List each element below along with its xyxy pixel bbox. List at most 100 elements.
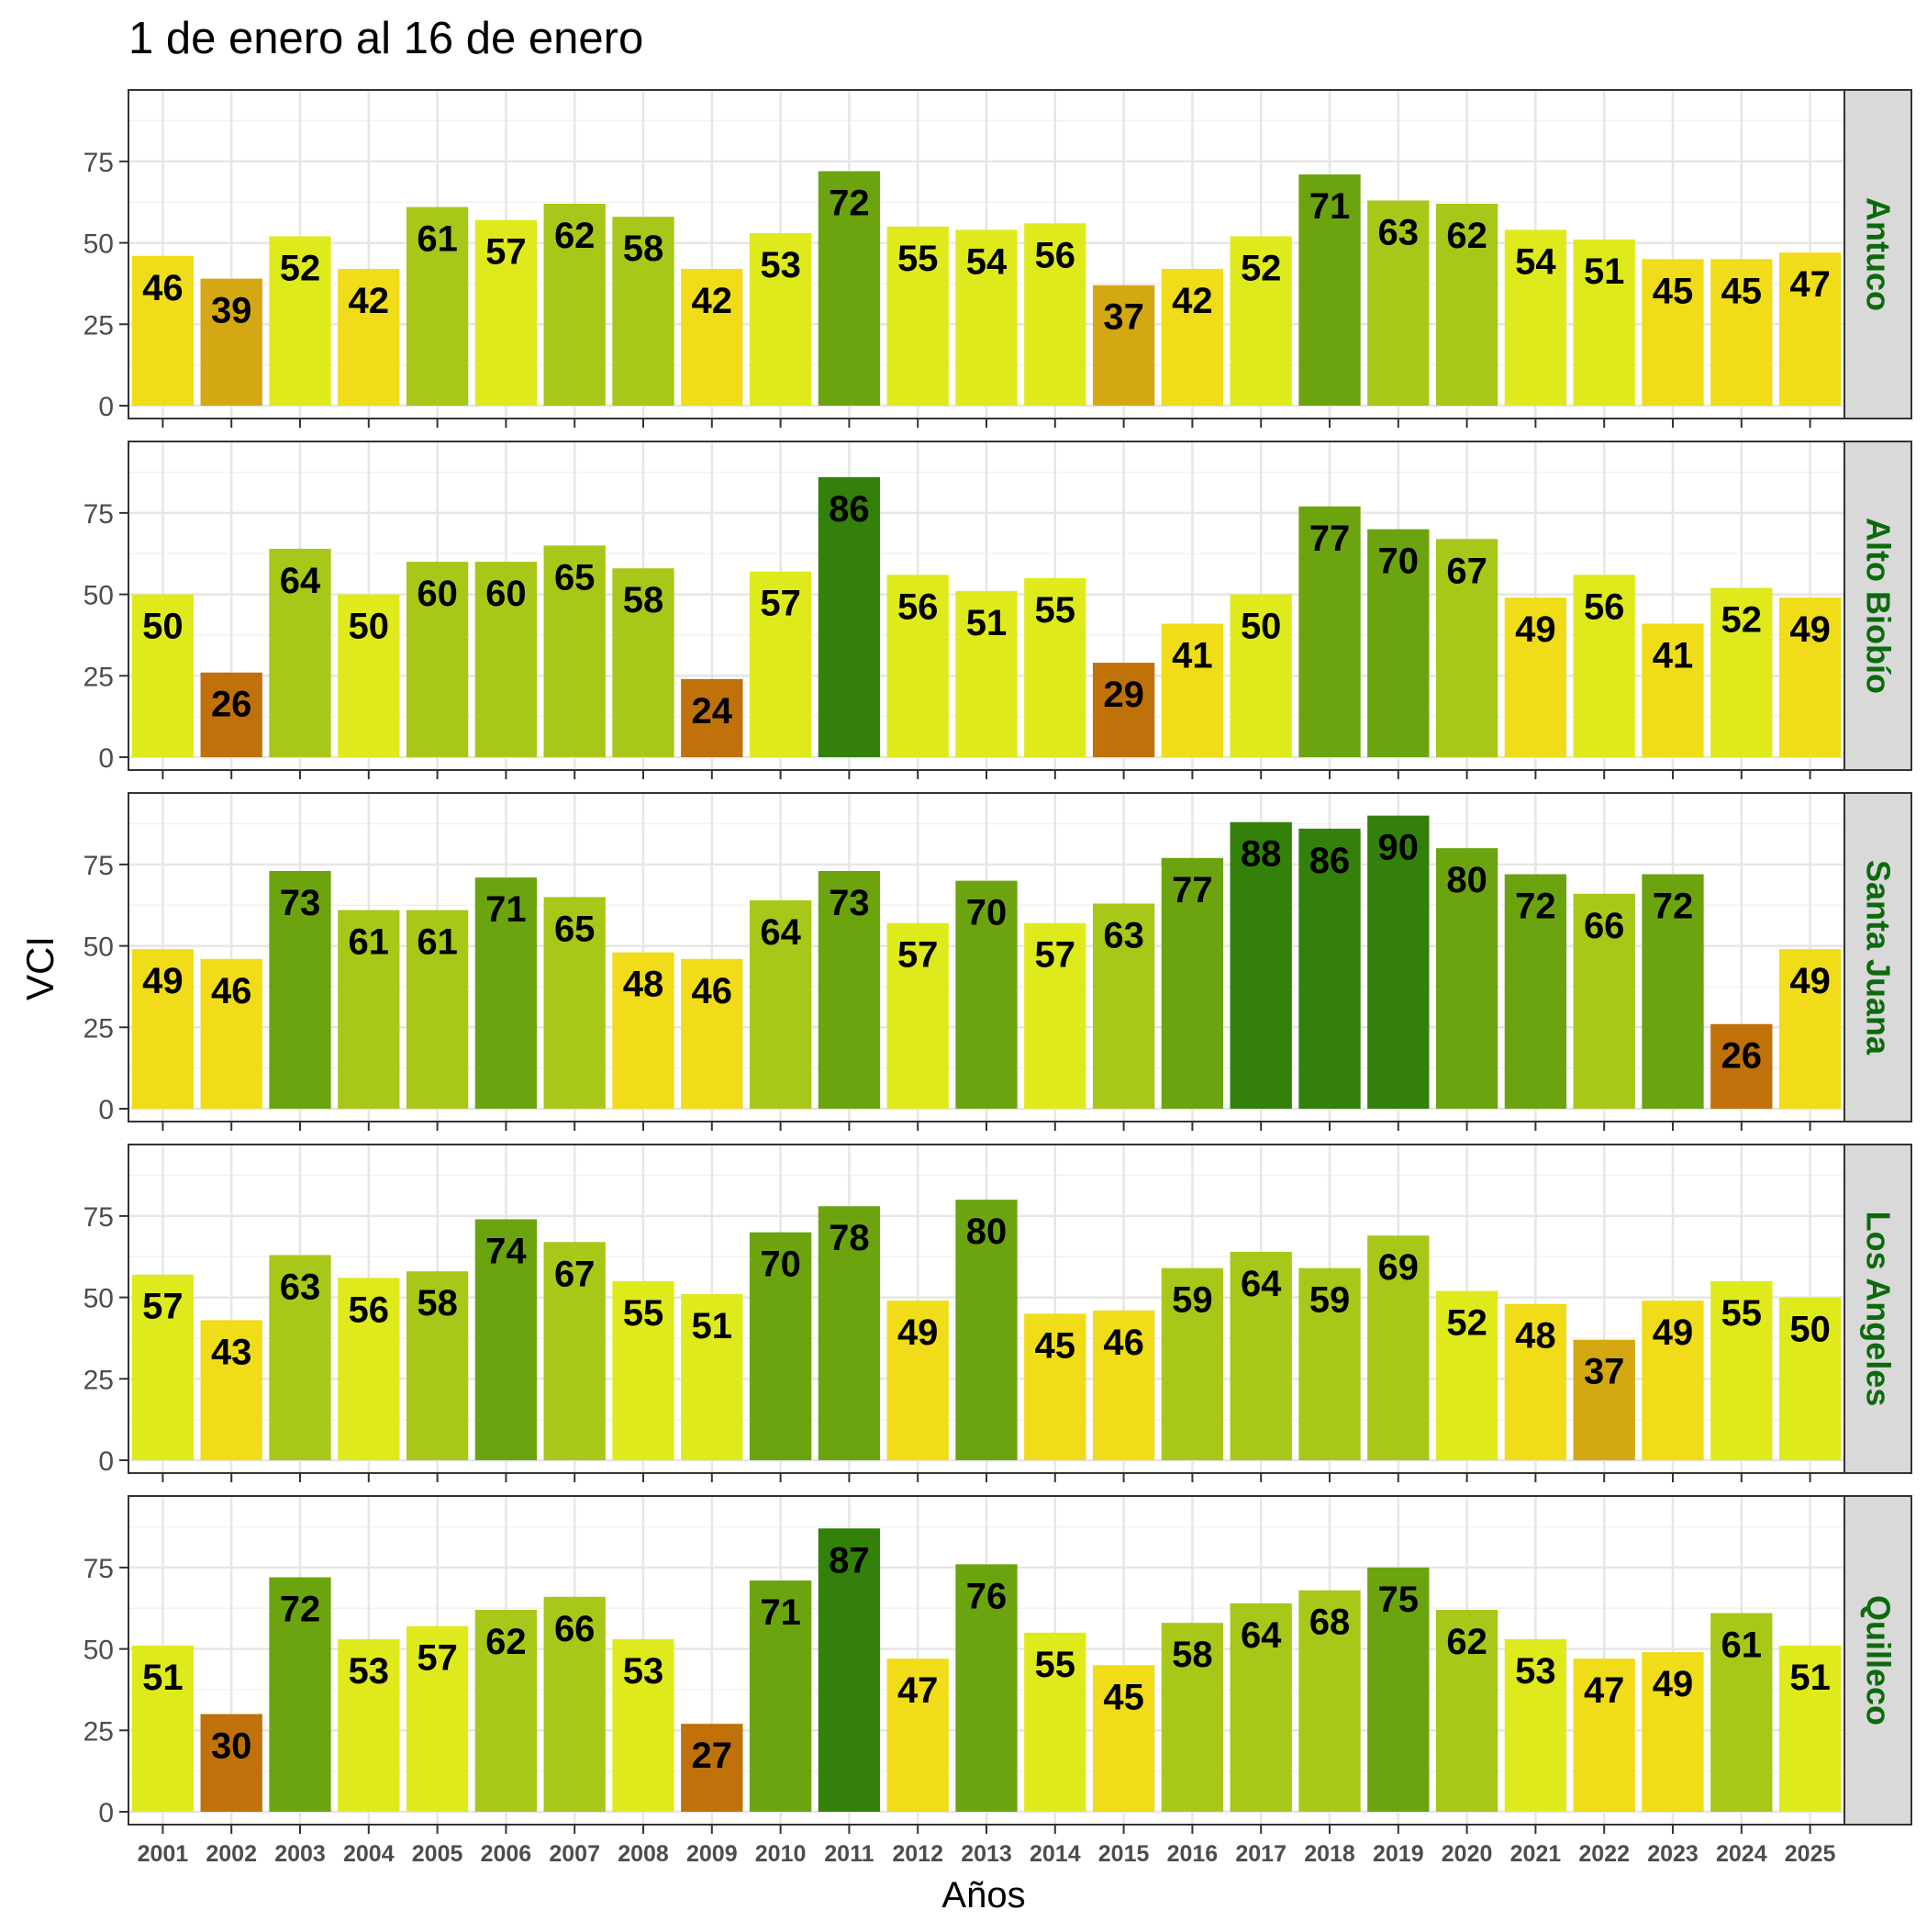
- bar-value-label: 62: [1446, 1622, 1487, 1662]
- bar-value-label: 57: [417, 1638, 458, 1679]
- bar: [749, 232, 812, 406]
- bar-value-label: 53: [1515, 1651, 1556, 1692]
- bar: [1573, 893, 1635, 1109]
- bar-value-label: 58: [1172, 1635, 1213, 1675]
- bar-value-label: 57: [760, 584, 801, 624]
- x-axis-label: Años: [941, 1875, 1025, 1915]
- bar-value-label: 86: [1309, 841, 1351, 881]
- bar: [338, 1278, 400, 1460]
- bar: [1710, 587, 1773, 757]
- bar: [269, 1577, 331, 1812]
- facet-strip: [1843, 1144, 1912, 1474]
- bar: [1230, 1251, 1292, 1460]
- bar: [269, 870, 331, 1109]
- bar-value-label: 50: [1241, 607, 1282, 647]
- bar: [1230, 821, 1292, 1109]
- bar-value-label: 65: [554, 909, 596, 949]
- bar-value-label: 37: [1584, 1352, 1625, 1392]
- bar: [1778, 597, 1842, 757]
- facet-strip-label: Los Angeles: [1860, 1212, 1898, 1407]
- bar: [749, 1580, 812, 1812]
- bar-value-label: 72: [280, 1590, 321, 1630]
- bar-value-label: 45: [1035, 1325, 1076, 1366]
- x-tick-label: 2013: [961, 1841, 1012, 1867]
- y-tick-label: 75: [84, 499, 114, 530]
- bar-value-label: 66: [1584, 906, 1625, 946]
- bar: [681, 678, 743, 757]
- bar: [1710, 259, 1773, 406]
- bar: [1230, 236, 1292, 406]
- bar-value-label: 61: [417, 219, 458, 260]
- bar: [1778, 949, 1842, 1109]
- bar-value-label: 62: [485, 1622, 527, 1662]
- facet-panel: 51 30 72 53 57 62 66 53 27 71 87 47 76 55 45 58 64 68 75 62…: [84, 1495, 1912, 1867]
- bar-value-label: 61: [349, 922, 390, 963]
- bar-value-label: 29: [1103, 675, 1144, 715]
- bar: [543, 1242, 606, 1460]
- bar: [1573, 240, 1635, 406]
- bar-value-label: 37: [1103, 297, 1144, 338]
- facet-strip: [1843, 792, 1912, 1122]
- bar: [886, 1658, 949, 1812]
- bar: [1092, 1310, 1155, 1460]
- bar-value-label: 61: [417, 922, 458, 963]
- bar-value-label: 46: [211, 971, 252, 1011]
- facet-panel: 46 39 52 42 61 57 62 58 42 53 72 55 54 56 37 42 52 71 63 62…: [84, 89, 1912, 428]
- x-tick-label: 2002: [206, 1841, 257, 1867]
- bar-value-label: 53: [349, 1651, 390, 1692]
- bar: [1230, 594, 1292, 757]
- bar-value-label: 77: [1172, 870, 1213, 910]
- y-tick-label: 0: [98, 743, 114, 774]
- x-tick-label: 2020: [1442, 1841, 1493, 1867]
- bar-value-label: 70: [760, 1245, 801, 1285]
- bar-value-label: 54: [966, 241, 1008, 282]
- bar-value-label: 88: [1241, 834, 1282, 875]
- bar-value-label: 57: [897, 935, 939, 976]
- bar: [543, 204, 606, 406]
- facet-strip-label: Antuco: [1860, 197, 1898, 311]
- bar-value-label: 45: [1653, 271, 1694, 311]
- bar: [269, 236, 331, 406]
- bar: [200, 672, 262, 757]
- bar: [1367, 200, 1430, 406]
- y-tick-label: 25: [84, 662, 114, 692]
- bar-value-label: 55: [897, 239, 939, 279]
- facet-panel: 49 46 73 61 61 71 65 48 46 64 73 57 70 57 63 77 88 86 90 80…: [84, 792, 1912, 1131]
- bar: [406, 207, 469, 406]
- bar: [1504, 229, 1567, 406]
- bar: [818, 476, 881, 757]
- bar: [1161, 268, 1224, 406]
- bar: [474, 1610, 538, 1812]
- bar: [474, 877, 538, 1109]
- bar: [200, 278, 262, 406]
- bar-value-label: 64: [1241, 1615, 1282, 1656]
- bar-value-label: 55: [1721, 1293, 1763, 1334]
- bar-value-label: 64: [760, 912, 801, 953]
- x-tick-label: 2008: [618, 1841, 669, 1867]
- bar-value-label: 54: [1515, 241, 1556, 282]
- bar-value-label: 55: [623, 1293, 664, 1334]
- x-tick-label: 2004: [343, 1841, 395, 1867]
- bar: [1778, 1646, 1842, 1812]
- bar-value-label: 58: [417, 1283, 458, 1323]
- bar-value-label: 63: [280, 1267, 321, 1307]
- bar-value-label: 47: [897, 1670, 939, 1711]
- bar-value-label: 64: [1241, 1264, 1282, 1304]
- bar-value-label: 71: [760, 1592, 801, 1633]
- bar-value-label: 62: [1446, 216, 1487, 256]
- bar-value-label: 50: [1789, 1310, 1831, 1350]
- bar-value-label: 57: [485, 232, 527, 273]
- x-tick-label: 2016: [1167, 1841, 1219, 1867]
- bar-value-label: 73: [280, 883, 321, 923]
- bar-value-label: 46: [692, 971, 733, 1011]
- facet-strip: [1843, 1495, 1912, 1826]
- facet-panels: 46 39 52 42 61 57 62 58 42 53 72 55 54 56 37 42 52 71 63 62…: [84, 89, 1912, 1867]
- bar-value-label: 72: [829, 184, 870, 224]
- bar: [1092, 1665, 1155, 1812]
- bar: [1573, 1339, 1635, 1460]
- bar: [1298, 506, 1361, 757]
- bar: [1024, 922, 1086, 1109]
- bar: [1367, 1567, 1430, 1812]
- bar: [1161, 1268, 1224, 1460]
- bar-value-label: 76: [966, 1576, 1008, 1616]
